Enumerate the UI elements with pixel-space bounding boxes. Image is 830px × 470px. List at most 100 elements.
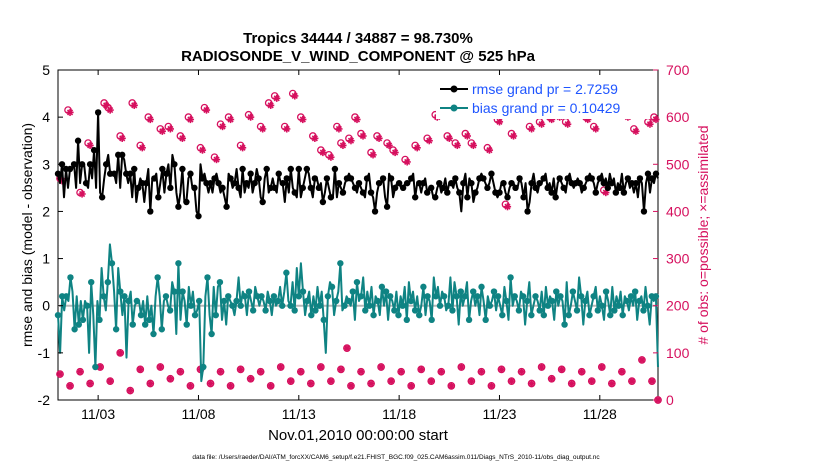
bias-point: [345, 297, 352, 305]
obs-assimilated-marker: [287, 377, 295, 385]
obs-possible-marker: [104, 103, 113, 112]
y-tick-label: -1: [38, 345, 51, 361]
obs-assimilated-marker: [202, 106, 211, 114]
y-tick-label: 0: [42, 298, 50, 314]
obs-assimilated-marker: [237, 365, 245, 373]
bias-point: [112, 326, 120, 333]
obs-assimilated-marker: [176, 368, 185, 376]
obs-assimilated-marker: [267, 101, 275, 109]
y-tick-label: 1: [42, 251, 50, 267]
rmse-point: [528, 179, 535, 187]
obs-assimilated-marker: [186, 115, 195, 124]
rmse-point: [227, 175, 234, 182]
rmse-point: [251, 179, 258, 187]
bias-point: [586, 311, 593, 319]
obs-assimilated-marker: [375, 134, 383, 142]
y-axis-label: rmse and bias (model - observation): [19, 123, 35, 347]
obs-assimilated-marker: [130, 101, 138, 109]
bias-point: [644, 302, 651, 309]
bias-point: [540, 311, 548, 319]
bias-point: [478, 283, 485, 291]
bias-point: [108, 260, 116, 267]
rmse-point: [355, 179, 363, 187]
obs-possible-marker: [100, 99, 109, 107]
obs-assimilated-marker: [267, 382, 275, 390]
rmse-point: [287, 165, 294, 173]
obs-assimilated-marker: [628, 377, 636, 385]
bias-point: [125, 297, 132, 305]
bias-point: [129, 321, 136, 328]
series-layer: [54, 109, 660, 383]
obs-assimilated-marker: [247, 113, 255, 121]
bias-point: [67, 274, 74, 281]
rmse-point: [504, 194, 511, 201]
obs-assimilated-marker: [648, 377, 656, 385]
obs-assimilated-marker: [477, 368, 486, 376]
rmse-point: [516, 175, 523, 182]
bias-point: [598, 302, 606, 309]
obs-possible-marker: [236, 141, 245, 150]
rmse-point: [560, 184, 567, 192]
obs-possible-marker: [351, 113, 359, 121]
bias-point: [428, 316, 435, 324]
obs-assimilated-marker: [126, 386, 134, 395]
obs-possible-marker: [176, 132, 185, 140]
bias-point: [640, 307, 647, 314]
obs-assimilated-marker: [311, 134, 319, 142]
bias-point: [179, 288, 186, 295]
obs-possible-marker: [136, 141, 145, 150]
bias-point: [582, 297, 589, 305]
obs-possible-marker: [337, 139, 345, 147]
rmse-point: [335, 179, 343, 187]
bias-point: [191, 311, 199, 319]
obs-assimilated-marker: [568, 379, 576, 388]
obs-possible-marker: [317, 146, 325, 154]
bias-point: [461, 293, 469, 300]
rmse-point: [90, 146, 98, 154]
rmse-point: [86, 161, 94, 168]
rmse-point: [391, 184, 399, 192]
bias-point: [432, 293, 440, 300]
rmse-point: [432, 194, 439, 201]
rmse-point: [347, 175, 355, 182]
bias-point: [449, 307, 456, 314]
legend-rmse-marker: [450, 85, 458, 93]
bias-point: [249, 307, 257, 314]
rmse-point: [411, 194, 419, 201]
legend-bias-marker: [450, 104, 458, 112]
y2-tick-label: 500: [666, 156, 690, 172]
rmse-point: [102, 161, 110, 168]
bias-point: [183, 321, 190, 328]
obs-assimilated-marker: [317, 363, 325, 371]
rmse-point: [159, 165, 166, 173]
obs-assimilated-marker: [495, 118, 504, 126]
rmse-point: [540, 175, 547, 182]
bias-point: [229, 302, 236, 309]
rmse-point: [367, 189, 375, 196]
obs-assimilated-marker: [538, 363, 546, 371]
x-axis-label: Nov.01,2010 00:00:00 start: [268, 427, 449, 444]
rmse-point: [135, 184, 142, 192]
rmse-point: [199, 175, 206, 182]
obs-assimilated-marker: [343, 344, 351, 352]
rmse-point: [624, 175, 632, 182]
bias-point: [528, 311, 535, 319]
bias-point: [279, 302, 286, 309]
rmse-point: [440, 184, 447, 192]
rmse-point: [151, 175, 158, 182]
bias-point: [602, 288, 610, 295]
rmse-point: [600, 179, 608, 187]
rmse-point: [524, 208, 531, 215]
obs-possible-marker: [144, 113, 153, 121]
obs-possible-marker: [264, 99, 273, 107]
obs-assimilated-marker: [503, 203, 512, 211]
bias-point: [220, 297, 228, 305]
rmse-point: [420, 179, 427, 187]
y-tick-label: 4: [42, 109, 50, 125]
obs-assimilated-marker: [527, 379, 536, 388]
obs-assimilated-marker: [347, 137, 355, 145]
obs-assimilated-marker: [425, 137, 433, 145]
bias-point: [117, 288, 124, 295]
rmse-point: [235, 184, 242, 192]
